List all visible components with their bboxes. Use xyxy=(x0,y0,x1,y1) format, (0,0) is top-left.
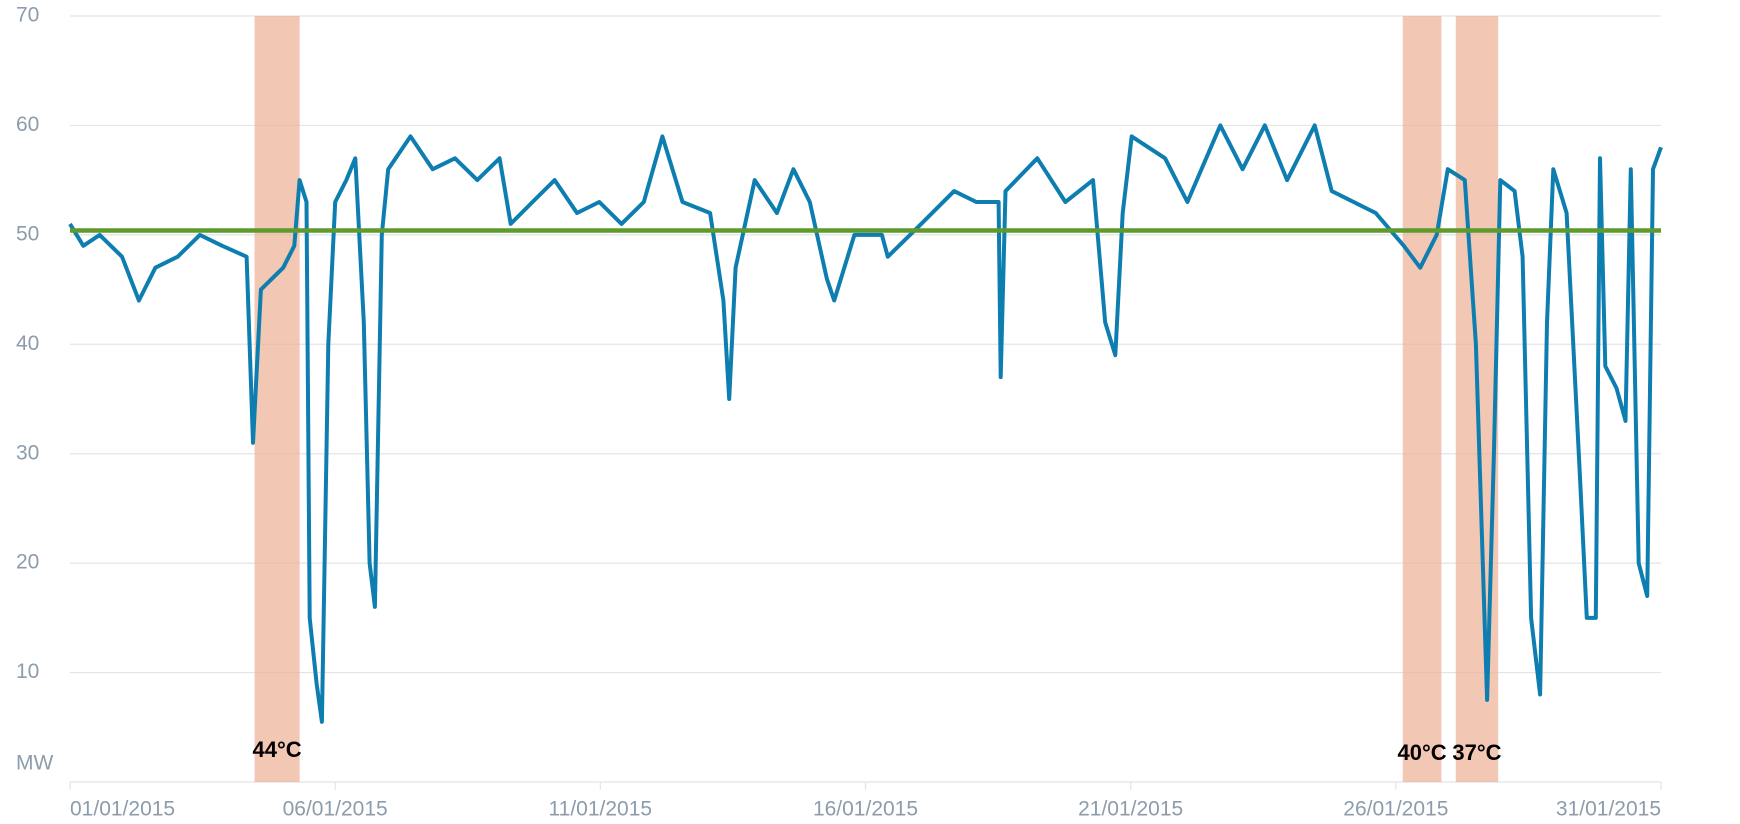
y-tick-label: 30 xyxy=(16,441,39,464)
x-tick-label: 01/01/2015 xyxy=(70,798,175,821)
y-axis-label: MW xyxy=(16,752,53,775)
y-tick-label: 20 xyxy=(16,551,39,574)
y-tick-label: 60 xyxy=(16,113,39,136)
band-label: 37°C xyxy=(1452,740,1501,765)
x-tick-label: 26/01/2015 xyxy=(1343,798,1448,821)
x-tick-label: 06/01/2015 xyxy=(283,798,388,821)
band-label: 44°C xyxy=(253,737,302,762)
y-tick-label: 10 xyxy=(16,660,39,683)
x-tick-label: 31/01/2015 xyxy=(1556,798,1661,821)
x-tick-label: 21/01/2015 xyxy=(1078,798,1183,821)
y-tick-label: 50 xyxy=(16,222,39,245)
x-tick-label: 11/01/2015 xyxy=(549,798,653,821)
highlight-band xyxy=(254,16,300,782)
y-tick-label: 40 xyxy=(16,332,39,355)
band-label: 40°C xyxy=(1398,740,1447,765)
data-line xyxy=(68,123,1663,724)
x-tick-label: 16/01/2015 xyxy=(813,798,918,821)
highlight-band xyxy=(1402,16,1442,782)
y-tick-label: 70 xyxy=(16,4,39,27)
